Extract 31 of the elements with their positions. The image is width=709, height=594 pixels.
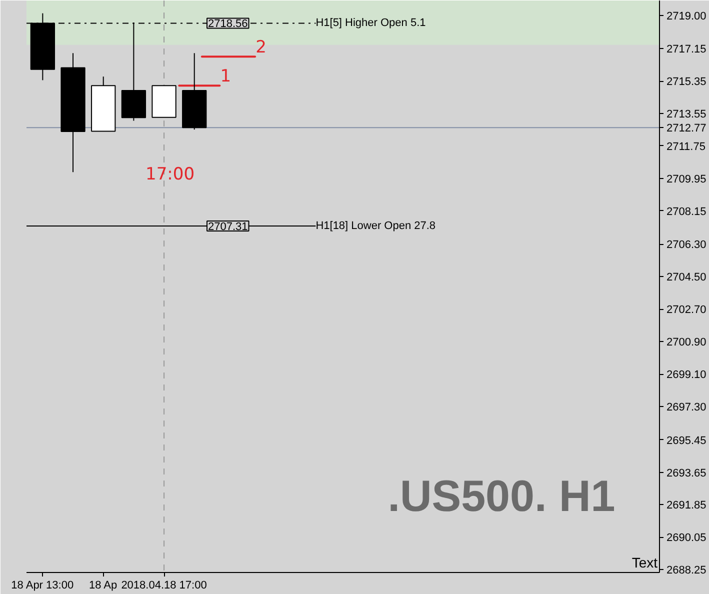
y-tick-label: 2695.45 xyxy=(666,434,706,447)
y-tick-label: 2708.15 xyxy=(666,206,706,218)
y-tick-label: 2699.10 xyxy=(666,369,706,382)
annotation: 2707.31 xyxy=(208,221,248,234)
y-tick-label: 2688.25 xyxy=(666,564,706,577)
x-tick-label: 2018.04.18 17:00 xyxy=(121,580,207,592)
y-tick-label: 2691.85 xyxy=(666,500,706,512)
y-tick-label: 2693.65 xyxy=(666,467,706,480)
y-tick-label: 2712.77 xyxy=(666,122,706,135)
ref-line-label: H1[5] Higher Open 5.1 xyxy=(316,17,426,30)
y-tick-label: 2713.55 xyxy=(666,108,706,121)
annotation: 2 xyxy=(256,38,266,58)
annotation: 2718.56 xyxy=(208,18,248,30)
y-tick-label: 2690.05 xyxy=(666,532,706,544)
x-tick-label: 18 Ap xyxy=(88,580,118,592)
y-tick-label: 2711.75 xyxy=(666,140,706,153)
y-tick-label: 2717.15 xyxy=(666,44,706,56)
y-tick-label: 2709.95 xyxy=(666,173,706,186)
x-tick-label: 18 Apr 13:00 xyxy=(11,580,74,592)
y-tick-label: 2706.30 xyxy=(666,239,706,252)
y-tick-label: 2715.35 xyxy=(666,76,706,88)
y-tick-label: 2697.30 xyxy=(666,401,706,414)
y-tick-label: 2719.00 xyxy=(666,10,706,22)
y-tick-label: 2702.70 xyxy=(666,304,706,316)
y-tick-label: 2704.50 xyxy=(666,272,706,284)
ref-line-label: H1[18] Lower Open 27.8 xyxy=(316,220,436,232)
y-tick-label: 2700.90 xyxy=(666,336,706,349)
annotation: 1 xyxy=(220,66,232,87)
annotation: 17:00 xyxy=(146,164,195,184)
annotation: Text xyxy=(632,554,658,570)
text: .US500. H1 xyxy=(388,472,616,522)
